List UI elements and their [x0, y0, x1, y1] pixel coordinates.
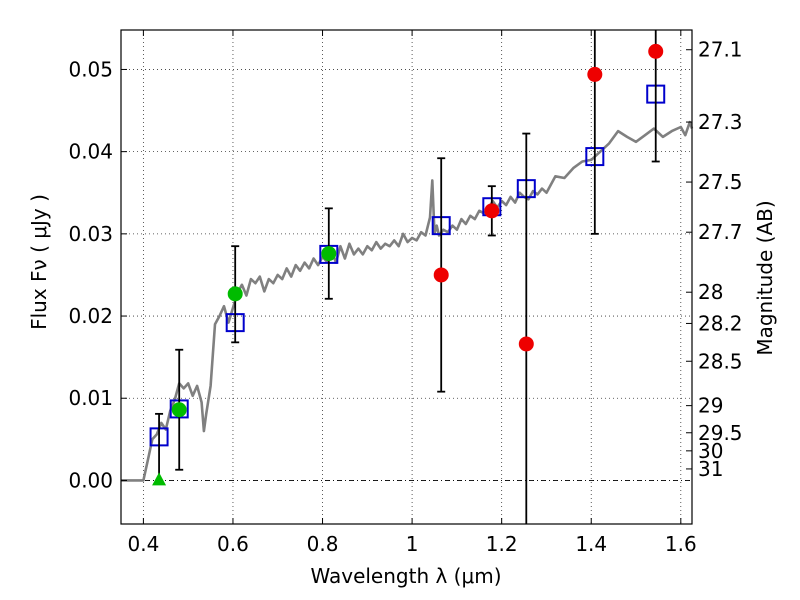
- y-tick-label: 0.03: [68, 222, 113, 246]
- magnitude-tick-label: 27.7: [698, 220, 743, 244]
- magnitude-tick-label: 29: [698, 394, 723, 418]
- data-point: [484, 203, 500, 219]
- plot-frame: [120, 29, 693, 525]
- x-tick-label: 1: [406, 532, 419, 556]
- x-axis-label: Wavelength λ (μm): [310, 564, 501, 588]
- spectrum-line: [121, 120, 694, 482]
- magnitude-tick-label: 28.2: [698, 311, 743, 335]
- data-point: [648, 43, 664, 59]
- magnitude-tick-label: 31: [698, 457, 723, 481]
- y-tick-label: 0.01: [68, 386, 113, 410]
- y-tick-label: 0.02: [68, 304, 113, 328]
- x-tick-label: 0.4: [127, 532, 159, 556]
- upper-limit-triangle: [152, 472, 167, 486]
- data-point: [587, 66, 603, 82]
- magnitude-tick-label: 27.5: [698, 170, 743, 194]
- x-tick-label: 0.8: [307, 532, 339, 556]
- data-series: [121, 30, 694, 524]
- series-measurements-optical-: [171, 207, 337, 471]
- magnitude-tick-label: 27.3: [698, 110, 743, 134]
- series-upper-limit: [152, 412, 167, 486]
- magnitude-tick-label: 30: [698, 439, 723, 463]
- y-tick-label: 0.04: [68, 140, 113, 164]
- y-tick-label: 0.05: [68, 57, 113, 81]
- y-axis-label: Flux Fν ( μJy ): [27, 194, 51, 330]
- y-tick-label: 0.00: [68, 468, 113, 492]
- x-tick-label: 1.2: [486, 532, 518, 556]
- series-measurements-near-ir-: [433, 30, 664, 524]
- data-point: [227, 286, 243, 302]
- data-point: [321, 246, 337, 262]
- magnitude-tick-label: 27.1: [698, 38, 743, 62]
- data-point: [171, 402, 187, 418]
- data-point: [433, 267, 449, 283]
- data-point: [518, 336, 534, 352]
- magnitude-tick-label: 29.5: [698, 421, 743, 445]
- x-axis-ticks: 0.4 0.6 0.8 1 1.2 1.4 1.6: [127, 30, 697, 556]
- x-tick-label: 1.6: [665, 532, 697, 556]
- x-tick-label: 0.6: [217, 532, 249, 556]
- magnitude-axis-label: Magnitude (AB): [753, 200, 777, 355]
- y-axis-ticks: 0.00 0.01 0.02 0.03 0.04 0.05: [68, 57, 127, 492]
- magnitude-tick-label: 28.5: [698, 349, 743, 373]
- x-tick-label: 1.4: [575, 532, 607, 556]
- magnitude-tick-label: 28: [698, 280, 723, 304]
- series-model-spectrum: [121, 120, 694, 482]
